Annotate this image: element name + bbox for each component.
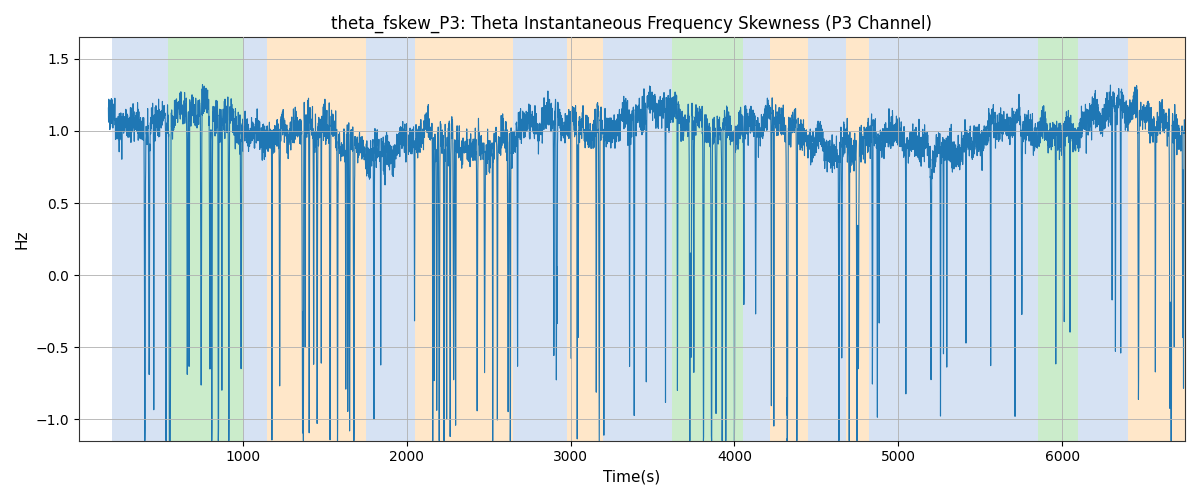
Bar	[514, 38, 568, 440]
Bar	[568, 38, 604, 440]
Bar	[672, 38, 743, 440]
Bar	[268, 38, 366, 440]
Bar	[846, 38, 869, 440]
Bar	[743, 38, 770, 440]
Bar	[1128, 38, 1186, 440]
Bar	[242, 38, 268, 440]
Bar	[869, 38, 1038, 440]
Bar	[1079, 38, 1128, 440]
X-axis label: Time(s): Time(s)	[604, 470, 660, 485]
Bar	[366, 38, 415, 440]
Bar	[112, 38, 168, 440]
Bar	[604, 38, 672, 440]
Y-axis label: Hz: Hz	[14, 230, 30, 249]
Bar	[808, 38, 846, 440]
Bar	[1038, 38, 1079, 440]
Bar	[415, 38, 514, 440]
Title: theta_fskew_P3: Theta Instantaneous Frequency Skewness (P3 Channel): theta_fskew_P3: Theta Instantaneous Freq…	[331, 15, 932, 34]
Bar	[770, 38, 808, 440]
Bar	[168, 38, 242, 440]
